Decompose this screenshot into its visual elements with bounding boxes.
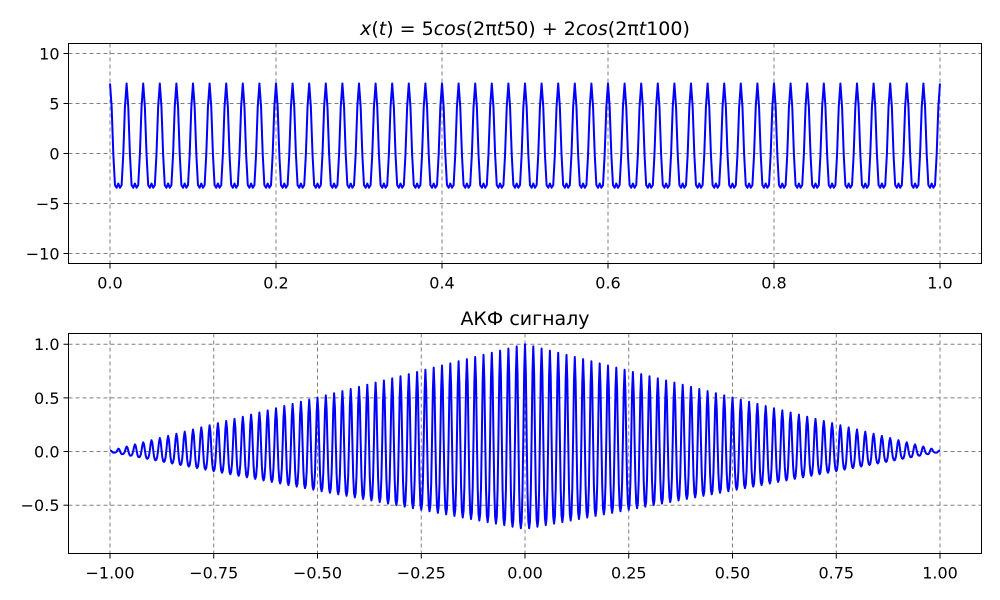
chart-1-gridlines <box>68 43 982 264</box>
chart-2-title: АКФ сигналу <box>460 308 589 330</box>
chart-2-y-tick-label: −0.5 <box>21 496 60 515</box>
chart-1-x-tick-label: 0.8 <box>761 274 786 293</box>
chart-2-x-tick-label: 0.00 <box>507 564 543 583</box>
chart-2-x-tick-label: 0.50 <box>715 564 751 583</box>
chart-2-x-tick-label: 0.75 <box>818 564 854 583</box>
chart-1-y-tick-label: −5 <box>36 195 60 214</box>
chart-1-x-tick-label: 0.4 <box>429 274 454 293</box>
chart-1-title: x(t) = 5cos(2πt50) + 2cos(2πt100) <box>359 18 690 40</box>
chart-2-acf-line <box>109 343 941 530</box>
chart-2-y-tick-label: 0.5 <box>34 389 59 408</box>
chart-1-x-tick-label: 0.6 <box>595 274 620 293</box>
chart-1-y-tick-label: 10 <box>39 45 59 64</box>
chart-1-x-tick-label: 1.0 <box>927 274 952 293</box>
chart-1-y-tick-label: −10 <box>26 245 60 264</box>
chart-1-x-tick-label: 0.0 <box>97 274 122 293</box>
chart-2-x-tick-label: −0.25 <box>397 564 446 583</box>
chart-2-x-tick-label: 0.25 <box>611 564 647 583</box>
chart-2-ticks: −1.00 −0.75 −0.50 −0.25 0.00 0.25 0.50 0.75 1.00… <box>21 335 958 582</box>
chart-1-ticks: 0.0 0.2 0.4 0.6 0.8 1.0 10 5 0 −5 −10 <box>26 45 953 293</box>
chart-1-y-tick-label: 5 <box>49 95 59 114</box>
chart-1-signal-line <box>109 82 941 189</box>
chart-2-y-tick-label: 0.0 <box>34 443 59 462</box>
chart-2-axes-frame <box>68 333 982 554</box>
chart-2-x-tick-label: −0.50 <box>293 564 342 583</box>
chart-1-y-tick-label: 0 <box>49 145 59 164</box>
chart-2-x-tick-label: −1.00 <box>85 564 134 583</box>
chart-2-x-tick-label: −0.75 <box>189 564 238 583</box>
chart-1-axes-frame <box>68 43 982 264</box>
chart-2-y-tick-label: 1.0 <box>34 335 59 354</box>
chart-1-x-tick-label: 0.2 <box>263 274 288 293</box>
chart-2-x-tick-label: 1.00 <box>922 564 958 583</box>
